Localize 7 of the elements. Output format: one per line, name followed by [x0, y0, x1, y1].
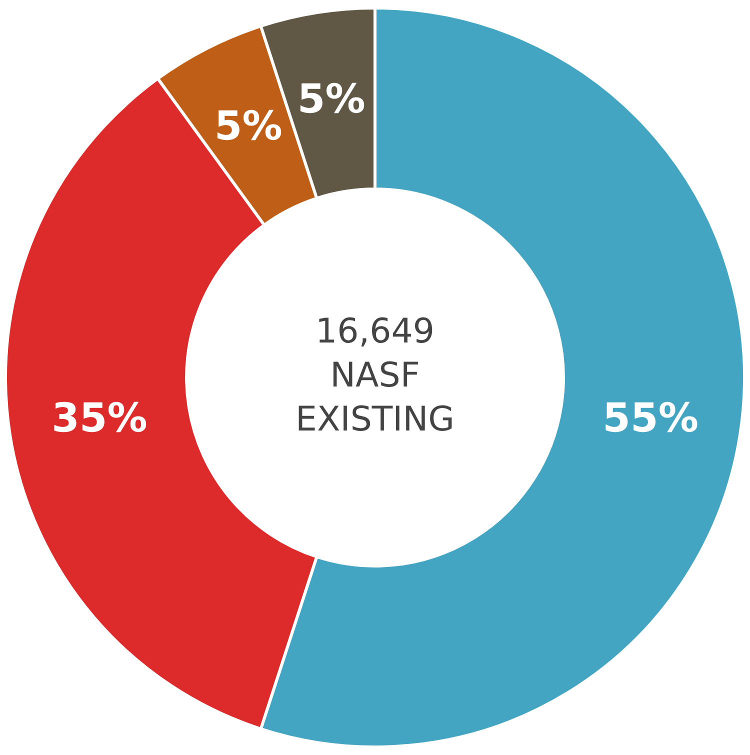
data-label: 5%: [297, 76, 366, 122]
text: EXISTING: [296, 399, 454, 440]
text: NASF: [330, 355, 420, 396]
data-label: 35%: [52, 396, 148, 442]
text: 16,649: [316, 311, 434, 352]
data-label: 55%: [602, 396, 698, 442]
data-label: 5%: [214, 103, 282, 150]
